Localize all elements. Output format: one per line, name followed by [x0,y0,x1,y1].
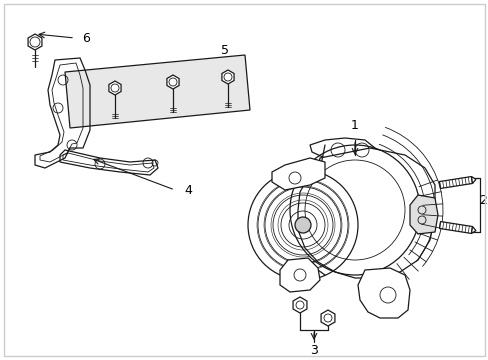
Polygon shape [321,310,334,326]
Circle shape [294,217,310,233]
Polygon shape [109,81,121,95]
Polygon shape [28,34,42,50]
Polygon shape [357,268,409,318]
Polygon shape [271,158,325,190]
Polygon shape [439,176,471,188]
Text: 4: 4 [183,184,192,197]
Polygon shape [65,55,249,128]
Text: 5: 5 [221,44,228,57]
Polygon shape [470,176,475,184]
Polygon shape [222,70,234,84]
Text: 2: 2 [478,194,486,207]
Text: 1: 1 [350,118,358,131]
Text: 3: 3 [309,343,317,356]
Polygon shape [309,138,374,162]
Polygon shape [470,226,475,233]
Text: 6: 6 [82,32,90,45]
Polygon shape [439,221,471,233]
Polygon shape [292,297,306,313]
Polygon shape [280,258,319,292]
Polygon shape [409,195,437,234]
Polygon shape [166,75,179,89]
Polygon shape [297,148,434,278]
